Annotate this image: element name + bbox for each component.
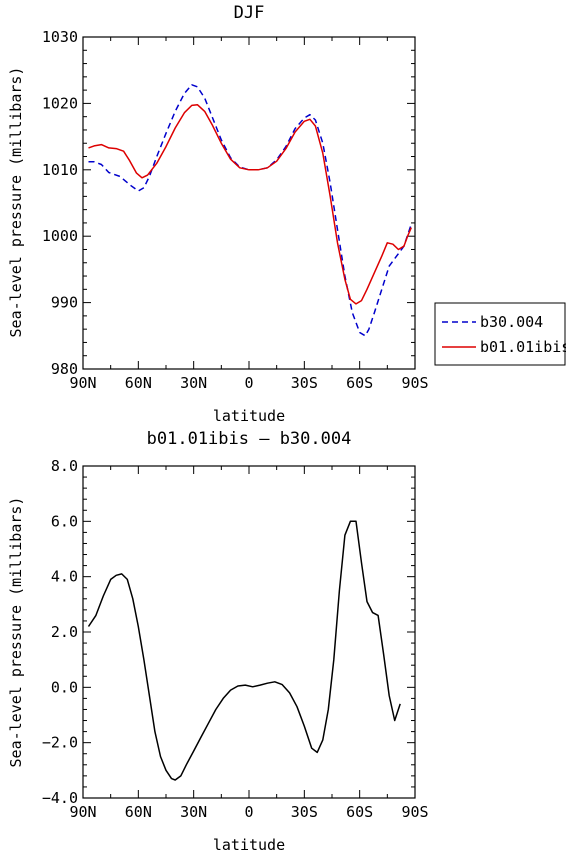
top-chart-ticks: 90N 60N 30N 0 30S 60S 90S 980 990 1000 1010 1020 103… (42, 28, 429, 392)
x-tick-label: 0 (244, 803, 253, 821)
bottom-chart: b01.01ibis – b30.004 Sea-level pressure … (7, 429, 429, 852)
x-tick-label: 60N (125, 803, 152, 821)
x-tick-label: 60N (125, 374, 152, 392)
y-tick-label: 0.0 (51, 678, 78, 696)
y-tick-label: 4.0 (51, 568, 78, 586)
legend-label-b30004: b30.004 (480, 313, 543, 331)
x-tick-label: 90N (69, 803, 96, 821)
x-tick-label: 90S (401, 374, 428, 392)
legend: b30.004 b01.01ibis (434, 302, 566, 366)
x-tick-label: 60S (346, 803, 373, 821)
legend-label-b0101ibis: b01.01ibis (480, 338, 566, 356)
bottom-chart-title: b01.01ibis – b30.004 (147, 429, 352, 449)
legend-box (434, 302, 566, 366)
x-tick-label: 30S (291, 803, 318, 821)
y-tick-label: 6.0 (51, 512, 78, 530)
y-tick-label: 2.0 (51, 623, 78, 641)
top-series-line-b0101ibis (88, 103, 412, 305)
top-chart-frame (82, 36, 416, 370)
top-chart-xlabel: latitude (213, 407, 285, 425)
x-tick-label: 90N (69, 374, 96, 392)
bottom-chart-ylabel: Sea-level pressure (millibars) (7, 497, 25, 768)
y-tick-label: 990 (51, 294, 78, 312)
y-tick-label: −2.0 (42, 734, 78, 752)
y-tick-label: 1010 (42, 161, 78, 179)
top-chart-title: DJF (234, 3, 265, 23)
y-tick-label: 980 (51, 360, 78, 378)
x-tick-label: 30S (291, 374, 318, 392)
bottom-chart-lines (87, 520, 401, 781)
y-tick-label: 1020 (42, 94, 78, 112)
bottom-chart-xlabel: latitude (213, 836, 285, 852)
x-tick-label: 0 (244, 374, 253, 392)
y-tick-label: 8.0 (51, 457, 78, 475)
top-chart-lines (88, 84, 413, 337)
top-chart-ylabel: Sea-level pressure (millibars) (7, 67, 25, 338)
bottom-series-line-0 (87, 520, 401, 781)
y-tick-label: 1030 (42, 28, 78, 46)
bottom-chart-frame (82, 465, 416, 799)
y-tick-label: −4.0 (42, 789, 78, 807)
x-tick-label: 60S (346, 374, 373, 392)
bottom-chart-ticks: 90N 60N 30N 0 30S 60S 90S −4.0 −2.0 0.0 2.0 4.0 6.0 8… (42, 457, 429, 821)
x-tick-label: 30N (180, 374, 207, 392)
x-tick-label: 90S (401, 803, 428, 821)
top-chart: DJF Sea-level pressure (millibars) latit… (7, 3, 566, 425)
x-tick-label: 30N (180, 803, 207, 821)
y-tick-label: 1000 (42, 227, 78, 245)
